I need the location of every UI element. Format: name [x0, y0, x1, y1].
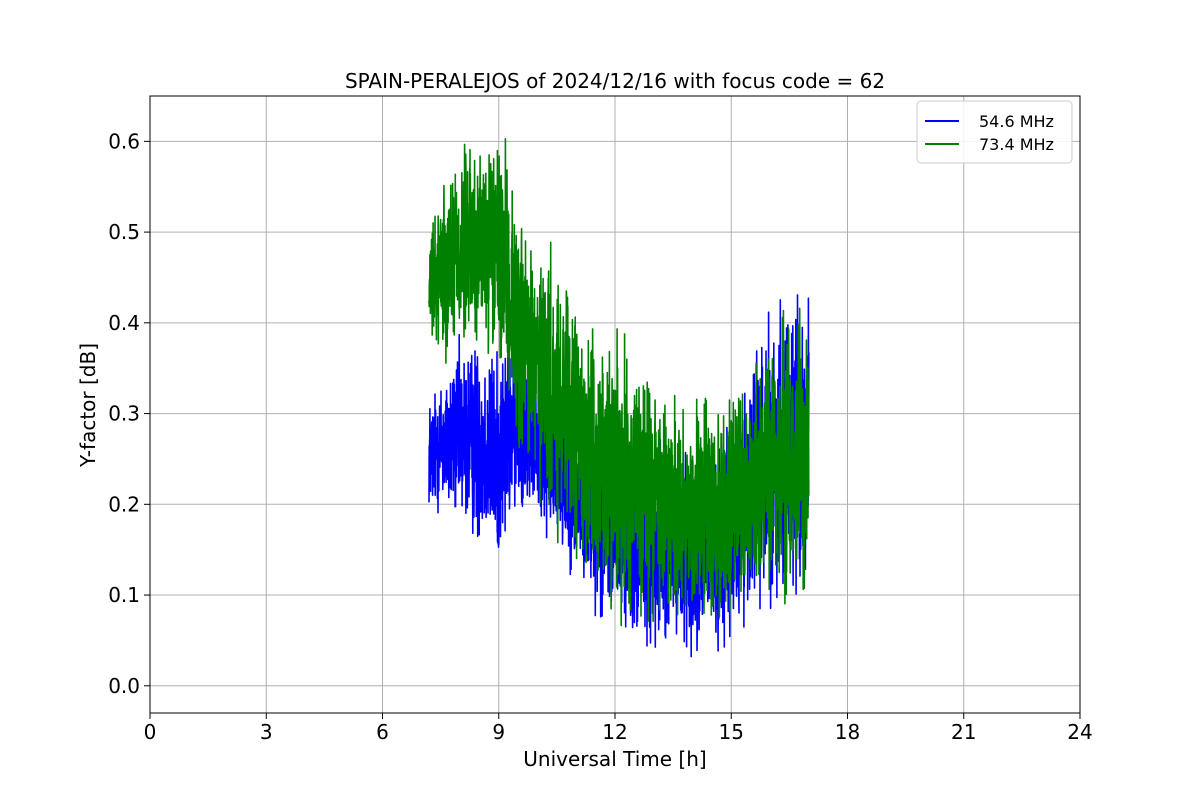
- y-tick-label: 0.4: [108, 311, 140, 335]
- legend-box: [916, 100, 1073, 164]
- x-tick-label: 21: [951, 720, 976, 744]
- series-line-secondary: [428, 138, 810, 627]
- chart-title: SPAIN-PERALEJOS of 2024/12/16 with focus…: [345, 69, 885, 93]
- y-tick-label: 0.3: [108, 402, 140, 426]
- y-tick-label: 0.0: [108, 674, 140, 698]
- x-tick-label: 9: [492, 720, 505, 744]
- x-tick-label: 15: [719, 720, 744, 744]
- y-tick-label: 0.1: [108, 583, 140, 607]
- y-tick-label: 0.2: [108, 492, 140, 516]
- x-tick-label: 0: [144, 720, 157, 744]
- legend: 54.6 MHz 73.4 MHz: [916, 100, 1073, 164]
- legend-label: 54.6 MHz: [979, 112, 1054, 131]
- legend-label: 73.4 MHz: [979, 135, 1054, 154]
- x-axis-label: Universal Time [h]: [523, 747, 706, 771]
- x-tick-label: 3: [260, 720, 273, 744]
- y-tick-label: 0.5: [108, 220, 140, 244]
- x-tick-label: 18: [835, 720, 860, 744]
- x-tick-label: 12: [602, 720, 627, 744]
- y-axis-label: Y-factor [dB]: [76, 343, 100, 468]
- x-tick-label: 24: [1067, 720, 1092, 744]
- y-tick-label: 0.6: [108, 129, 140, 153]
- ticks: 0 3 6 9 12 15 18 21 24 0.0 0.1 0.2 0.3 0.4 0.5 0.6: [108, 129, 1093, 744]
- plot-area: [428, 138, 810, 658]
- x-tick-label: 6: [376, 720, 389, 744]
